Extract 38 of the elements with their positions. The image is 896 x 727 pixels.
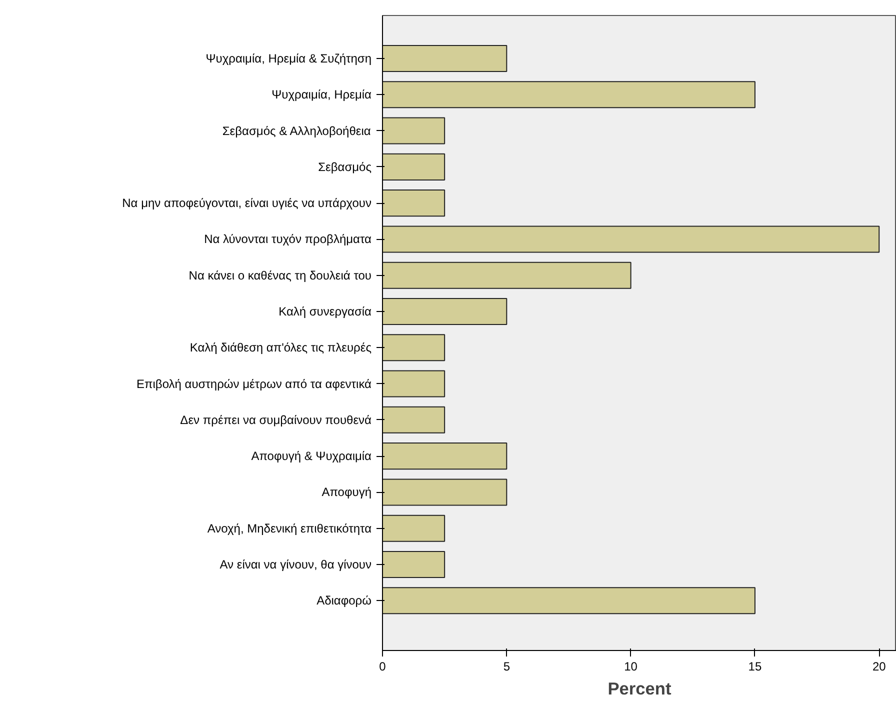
bar: [382, 298, 508, 326]
bar: [382, 514, 446, 542]
y-tick-label: Δεν πρέπει να συμβαίνουν πουθενά: [180, 412, 372, 427]
y-tick-label: Αν είναι να γίνουν, θα γίνουν: [220, 557, 372, 572]
y-tick-label: Αποφυγή: [322, 485, 372, 500]
y-tick-label: Να κάνει ο καθένας τη δουλειά του: [188, 268, 372, 282]
y-tick-label: Ψυχραιμία, Ηρεμία: [272, 88, 372, 102]
bar: [382, 406, 446, 434]
bar: [382, 153, 446, 180]
y-tick-label: Επιβολή αυστηρών μέτρων από τα αφεντικά: [136, 376, 372, 391]
x-tick-label: 20: [872, 660, 886, 674]
y-tick-label: Σεβασμός: [318, 160, 372, 174]
y-tick-label: Αποφυγή & Ψυχραιμία: [251, 449, 372, 464]
y-tick-label: Ανοχή, Μηδενική επιθετικότητα: [207, 521, 372, 536]
bar: [382, 44, 508, 72]
y-tick-label: Να μην αποφεύγονται, είναι υγιές να υπάρχουν: [122, 196, 372, 210]
x-tick-label: 0: [379, 660, 386, 674]
bar: [382, 478, 508, 506]
bar: [382, 334, 446, 362]
y-tick-label: Καλή συνεργασία: [278, 304, 372, 318]
x-tick-label: 10: [624, 660, 638, 674]
y-tick-label: Αδιαφορώ: [316, 594, 372, 608]
bar: [382, 370, 446, 398]
bar: [382, 550, 446, 578]
y-tick-label: Ψυχραιμία, Ηρεμία & Συζήτηση: [206, 52, 372, 66]
x-tick-label: 15: [748, 660, 762, 674]
x-tick-label: 5: [503, 660, 510, 674]
x-axis-title: Percent: [608, 678, 672, 698]
bar: [382, 226, 880, 253]
bar: [382, 587, 756, 614]
y-tick-label: Καλή διάθεση απ'όλες τις πλευρές: [190, 340, 372, 355]
bar: [382, 262, 632, 289]
bar: [382, 81, 756, 108]
bar: [382, 442, 508, 470]
bar: [382, 190, 446, 217]
y-tick-label: Σεβασμός & Αλληλοβοήθεια: [222, 124, 371, 138]
y-tick-label: Να λύνονται τυχόν προβλήματα: [204, 232, 372, 246]
bar: [382, 117, 446, 144]
